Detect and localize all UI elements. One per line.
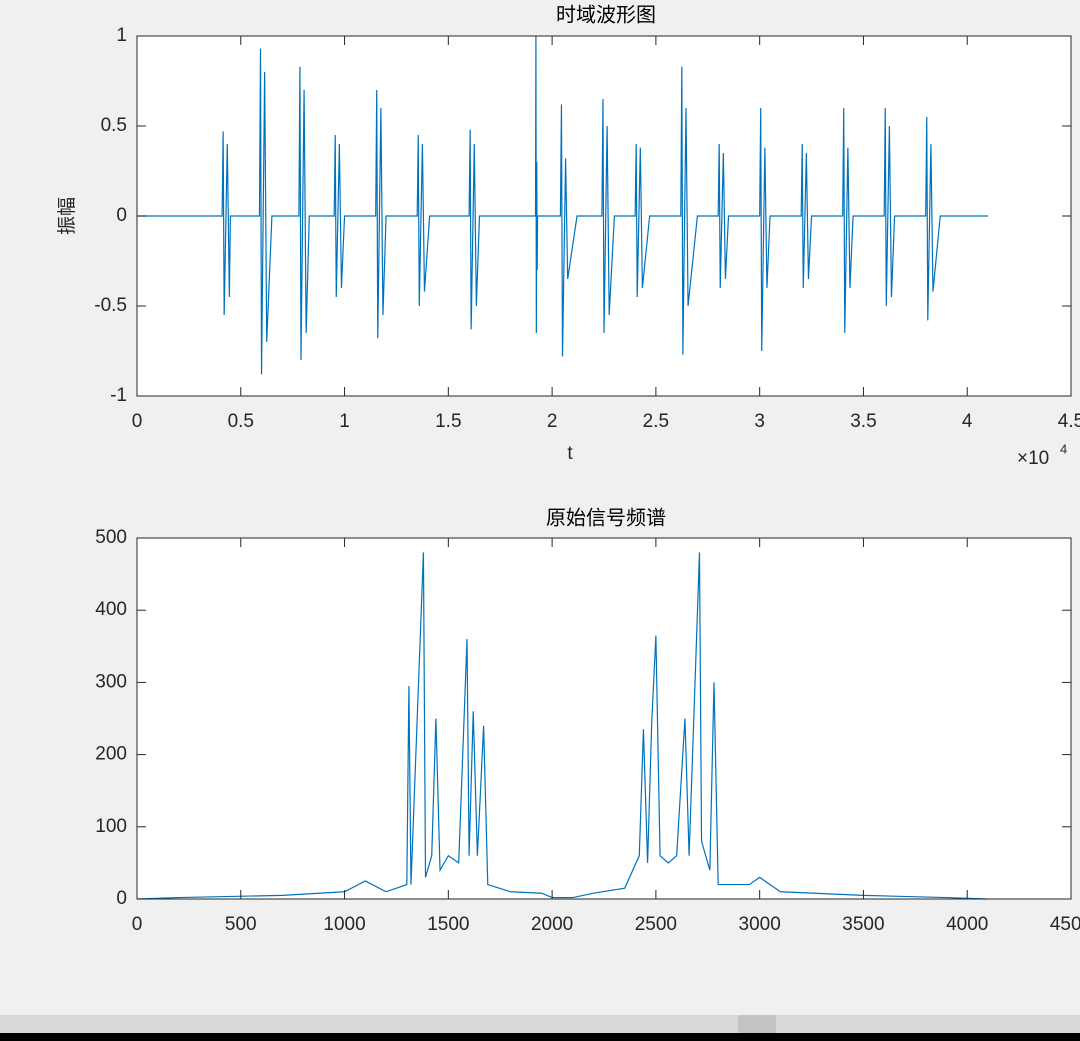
x-tick-label: 1 xyxy=(339,411,350,432)
signal-line xyxy=(137,35,988,375)
x-tick-label: 1000 xyxy=(323,914,365,935)
x-axis-label: t xyxy=(567,443,573,464)
y-tick-label: -1 xyxy=(110,385,127,406)
y-tick-label: 300 xyxy=(95,671,127,692)
y-tick-label: 0.5 xyxy=(101,115,127,136)
x-tick-label: 2000 xyxy=(531,914,573,935)
x-tick-label: 0.5 xyxy=(228,411,254,432)
chart-title: 原始信号频谱 xyxy=(546,506,666,529)
y-tick-label: 100 xyxy=(95,816,127,837)
status-bar xyxy=(0,1015,1080,1033)
y-tick-label: 500 xyxy=(95,527,127,548)
x-tick-label: 500 xyxy=(225,914,257,935)
x-tick-label: 3500 xyxy=(842,914,884,935)
x-tick-label: 1.5 xyxy=(435,411,461,432)
y-tick-label: 0 xyxy=(116,205,127,226)
x-multiplier-exponent: 4 xyxy=(1060,441,1067,456)
plot-area xyxy=(137,538,1071,899)
axes-box xyxy=(136,537,1072,900)
y-tick-label: 0 xyxy=(116,888,127,909)
y-tick-label: -0.5 xyxy=(94,295,127,316)
y-tick-label: 1 xyxy=(116,25,127,46)
y-axis-label: 振幅 xyxy=(56,197,78,235)
bottom-edge xyxy=(0,1033,1080,1041)
x-tick-label: 2500 xyxy=(635,914,677,935)
x-multiplier-base: ×10 xyxy=(1017,448,1049,469)
x-tick-label: 2 xyxy=(547,411,558,432)
y-tick-label: 400 xyxy=(95,599,127,620)
x-tick-label: 0 xyxy=(132,914,143,935)
x-tick-label: 4.5 xyxy=(1058,411,1080,432)
x-tick-label: 4 xyxy=(962,411,973,432)
x-tick-label: 3.5 xyxy=(850,411,876,432)
chart-title: 时域波形图 xyxy=(556,3,656,26)
x-tick-label: 3000 xyxy=(739,914,781,935)
x-tick-label: 1500 xyxy=(427,914,469,935)
x-tick-label: 0 xyxy=(132,411,143,432)
scroll-thumb xyxy=(738,1015,776,1033)
y-tick-label: 200 xyxy=(95,744,127,765)
x-tick-label: 2.5 xyxy=(643,411,669,432)
x-tick-label: 4000 xyxy=(946,914,988,935)
x-tick-label: 3 xyxy=(754,411,765,432)
